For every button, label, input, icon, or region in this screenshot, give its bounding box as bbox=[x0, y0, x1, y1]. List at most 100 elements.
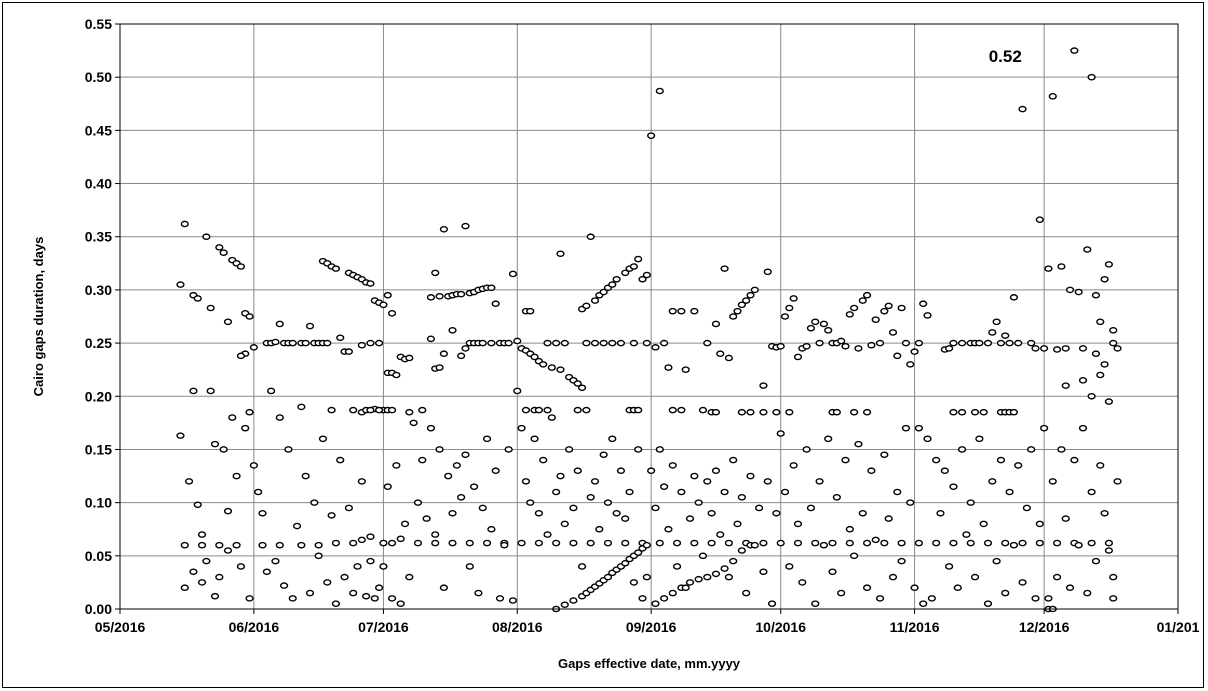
data-point bbox=[837, 337, 846, 345]
data-point bbox=[824, 435, 833, 443]
data-point bbox=[223, 547, 233, 554]
data-point bbox=[513, 387, 522, 395]
y-tick-label: 0.10 bbox=[85, 495, 112, 511]
data-point bbox=[573, 380, 582, 387]
data-point bbox=[405, 408, 414, 416]
data-point bbox=[409, 419, 418, 427]
data-point bbox=[482, 435, 492, 443]
data-point bbox=[487, 339, 496, 347]
data-point bbox=[737, 547, 746, 554]
data-point bbox=[832, 494, 841, 501]
data-point bbox=[875, 339, 885, 347]
data-point bbox=[789, 462, 798, 469]
data-point bbox=[599, 451, 608, 459]
data-point bbox=[1100, 509, 1109, 517]
data-point bbox=[271, 557, 280, 565]
data-point bbox=[668, 462, 677, 469]
data-point bbox=[357, 478, 366, 485]
data-point bbox=[513, 337, 522, 345]
data-point bbox=[1022, 504, 1031, 512]
data-point bbox=[767, 600, 777, 607]
data-point bbox=[945, 345, 954, 352]
data-point bbox=[970, 408, 980, 416]
data-point bbox=[508, 270, 518, 278]
data-point bbox=[1070, 47, 1079, 54]
data-point bbox=[215, 541, 224, 549]
data-point bbox=[400, 520, 410, 528]
data-point bbox=[375, 339, 384, 347]
data-point bbox=[284, 446, 293, 453]
data-point bbox=[966, 539, 975, 547]
data-point bbox=[806, 504, 816, 512]
data-point bbox=[716, 531, 725, 538]
data-point bbox=[841, 456, 850, 464]
data-point bbox=[292, 522, 302, 530]
y-tick-label: 0.00 bbox=[85, 601, 112, 617]
data-point bbox=[396, 535, 405, 543]
data-point bbox=[811, 318, 820, 326]
data-point bbox=[392, 371, 401, 379]
data-point bbox=[685, 515, 695, 522]
data-point bbox=[331, 600, 341, 607]
data-point bbox=[1104, 539, 1114, 547]
data-point bbox=[396, 600, 405, 607]
y-axis-ticks: 0.00 0.05 0.10 0.15 0.20 0.25 0.30 0.35 0.40 0.45… bbox=[85, 16, 120, 617]
data-point bbox=[543, 406, 552, 414]
data-point bbox=[1065, 584, 1075, 592]
data-point bbox=[189, 568, 198, 576]
data-point bbox=[638, 275, 647, 283]
data-point bbox=[288, 339, 297, 347]
data-point bbox=[1057, 263, 1066, 270]
data-point bbox=[621, 269, 630, 277]
data-point bbox=[988, 478, 997, 485]
data-point bbox=[448, 327, 457, 334]
data-point bbox=[996, 456, 1006, 464]
data-point bbox=[647, 467, 656, 475]
data-point bbox=[746, 291, 755, 299]
data-point bbox=[232, 541, 241, 549]
data-point bbox=[323, 579, 332, 586]
data-point bbox=[660, 483, 669, 490]
data-point bbox=[508, 597, 518, 604]
data-point bbox=[310, 499, 319, 506]
data-point bbox=[746, 408, 755, 416]
data-point bbox=[707, 539, 716, 547]
data-point bbox=[880, 539, 889, 547]
data-point bbox=[1018, 579, 1027, 586]
data-point bbox=[599, 339, 608, 347]
data-point bbox=[603, 539, 613, 547]
data-point bbox=[1031, 595, 1040, 602]
data-point bbox=[612, 509, 621, 517]
data-point bbox=[379, 563, 388, 570]
data-point bbox=[586, 539, 595, 547]
data-point bbox=[590, 339, 600, 347]
data-point bbox=[634, 406, 643, 414]
data-point bbox=[1052, 539, 1062, 547]
data-point bbox=[1048, 478, 1057, 485]
data-point bbox=[772, 509, 781, 517]
data-point bbox=[305, 589, 315, 597]
data-point bbox=[724, 354, 733, 362]
y-tick-label: 0.45 bbox=[85, 122, 112, 138]
data-point bbox=[215, 244, 224, 251]
data-point bbox=[897, 539, 906, 547]
data-point bbox=[461, 345, 470, 352]
data-point bbox=[534, 539, 543, 547]
data-point bbox=[582, 339, 591, 347]
data-point bbox=[249, 344, 258, 351]
data-point bbox=[616, 339, 626, 347]
data-point bbox=[932, 456, 941, 464]
data-point bbox=[267, 387, 276, 395]
data-point bbox=[452, 462, 461, 469]
data-point bbox=[491, 467, 500, 475]
data-point bbox=[500, 541, 509, 549]
data-point bbox=[1009, 408, 1019, 416]
data-point bbox=[318, 435, 328, 443]
data-point bbox=[897, 557, 906, 565]
data-point bbox=[1091, 291, 1101, 299]
data-point bbox=[793, 539, 803, 547]
data-point bbox=[660, 595, 669, 602]
data-point bbox=[914, 424, 923, 432]
data-point bbox=[698, 552, 708, 560]
data-point bbox=[936, 509, 945, 517]
